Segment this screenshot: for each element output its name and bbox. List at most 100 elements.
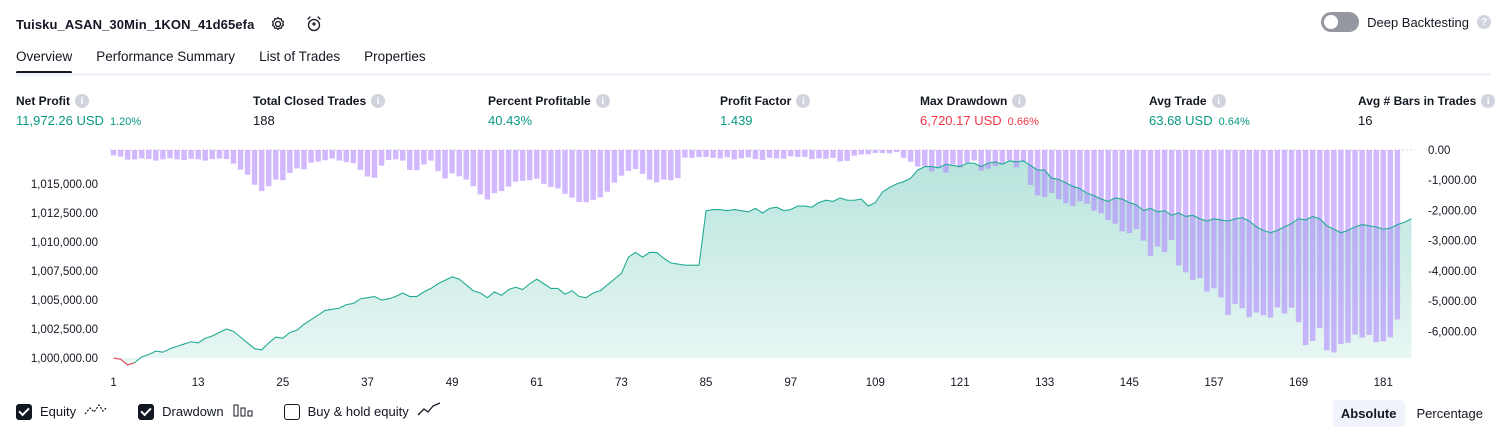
- drawdown-bar: [1295, 150, 1302, 323]
- tab-list-of-trades[interactable]: List of Trades: [259, 49, 341, 64]
- drawdown-bar: [456, 150, 462, 177]
- gear-icon[interactable]: [266, 12, 290, 36]
- x-tick-label: 97: [784, 377, 797, 389]
- buy-hold-line-icon: [417, 402, 441, 421]
- drawdown-bar: [1359, 150, 1365, 338]
- drawdown-bar: [717, 150, 723, 159]
- drawdown-bar: [583, 150, 589, 203]
- help-icon[interactable]: ?: [1477, 15, 1491, 29]
- drawdown-bar: [696, 150, 702, 157]
- drawdown-bar: [555, 150, 561, 189]
- equity-area: [113, 160, 1412, 365]
- x-tick-label: 181: [1374, 377, 1393, 389]
- x-tick-label: 13: [192, 377, 205, 389]
- buy-hold-checkbox[interactable]: [283, 403, 300, 420]
- drawdown-bar: [1020, 150, 1027, 163]
- drawdown-bar: [1260, 150, 1267, 316]
- drawdown-bar: [1338, 150, 1344, 344]
- drawdown-bar: [392, 150, 399, 160]
- drawdown-bar: [336, 150, 342, 161]
- mode-percentage[interactable]: Percentage: [1416, 406, 1484, 421]
- equity-drawdown-chart[interactable]: 1,015,000.00 1,012,500.00 1,010,000.00 1,00…: [0, 140, 1507, 395]
- drawdown-bar: [1084, 150, 1090, 204]
- metric-max-drawdown: Max Drawdown i 6,720.17 USD 0.66%: [920, 94, 1039, 128]
- drawdown-bar: [421, 150, 427, 165]
- drawdown-bar: [1006, 150, 1013, 161]
- drawdown-bar: [1112, 150, 1118, 224]
- drawdown-bar: [1098, 150, 1104, 214]
- info-icon[interactable]: i: [1012, 94, 1027, 108]
- legend-buy-hold[interactable]: Buy & hold equity: [283, 402, 441, 421]
- alarm-clock-plus-icon[interactable]: [302, 12, 326, 36]
- drawdown-bar: [153, 150, 159, 161]
- y-right-tick-label: -1,000.00: [1428, 175, 1477, 187]
- drawdown-bar: [265, 150, 272, 187]
- drawdown-bar: [505, 150, 512, 187]
- drawdown-bar: [929, 150, 935, 172]
- drawdown-bar: [787, 150, 794, 157]
- drawdown-bar: [802, 150, 808, 157]
- metric-label: Percent Profitable: [488, 94, 591, 108]
- y-left-tick-label: 1,012,500.00: [31, 208, 98, 220]
- drawdown-bar: [851, 150, 857, 156]
- drawdown-bar: [837, 150, 843, 162]
- metric-value: 63.68 USD: [1149, 113, 1213, 128]
- x-tick-label: 37: [361, 377, 374, 389]
- drawdown-bar: [1140, 150, 1147, 241]
- tab-properties[interactable]: Properties: [364, 49, 426, 64]
- legend-label: Drawdown: [162, 404, 224, 419]
- drawdown-bar: [491, 150, 498, 194]
- metric-profit-factor: Profit Factor i 1.439: [720, 94, 811, 128]
- drawdown-bar: [604, 150, 611, 192]
- drawdown-bar: [1387, 150, 1394, 338]
- drawdown-bar: [773, 150, 780, 159]
- drawdown-bar: [1154, 150, 1161, 247]
- drawdown-bar: [936, 150, 942, 169]
- drawdown-bar: [223, 150, 230, 160]
- metric-sub: 1.20%: [109, 116, 142, 128]
- drawdown-bar: [230, 150, 237, 164]
- metric-value: 1.439: [720, 113, 753, 128]
- deep-backtesting-toggle[interactable]: [1321, 12, 1360, 32]
- deep-backtesting: Deep Backtesting ?: [1321, 12, 1491, 32]
- drawdown-bar: [675, 150, 681, 179]
- tab-overview[interactable]: Overview: [16, 46, 73, 74]
- info-icon[interactable]: i: [595, 94, 610, 108]
- drawdown-bar: [569, 150, 575, 198]
- drawdown-bar: [978, 150, 984, 171]
- mode-absolute[interactable]: Absolute: [1332, 400, 1405, 427]
- legend-drawdown[interactable]: Drawdown: [138, 402, 253, 421]
- x-tick-label: 169: [1289, 377, 1308, 389]
- drawdown-bar: [124, 150, 131, 160]
- drawdown-bar: [1309, 150, 1316, 341]
- metric-total-closed-trades: Total Closed Trades i 188: [253, 94, 386, 128]
- drawdown-bar: [371, 150, 378, 178]
- legend-equity[interactable]: Equity: [16, 402, 108, 421]
- info-icon[interactable]: i: [1481, 94, 1496, 108]
- drawdown-bar: [463, 150, 469, 180]
- drawdown-bar: [1034, 150, 1041, 196]
- drawdown-bar: [625, 150, 632, 171]
- drawdown-bar: [378, 150, 385, 166]
- info-icon[interactable]: i: [796, 94, 811, 108]
- metric-label: Net Profit: [16, 94, 70, 108]
- report-tabs: Overview Performance Summary List of Tra…: [16, 46, 426, 74]
- metric-label: Max Drawdown: [920, 94, 1008, 108]
- tab-performance-summary[interactable]: Performance Summary: [96, 49, 236, 64]
- drawdown-bar: [1197, 150, 1203, 279]
- drawdown-checkbox[interactable]: [138, 403, 155, 420]
- info-icon[interactable]: i: [1211, 94, 1226, 108]
- y-right-tick-label: -2,000.00: [1428, 205, 1477, 217]
- info-icon[interactable]: i: [75, 94, 89, 108]
- y-right-tick-label: -4,000.00: [1428, 266, 1477, 278]
- strategy-header: Tuisku_ASAN_30Min_1KON_41d65efa: [16, 12, 326, 36]
- info-icon[interactable]: i: [371, 94, 386, 108]
- x-tick-label: 121: [950, 377, 969, 389]
- drawdown-bar: [844, 150, 850, 161]
- equity-checkbox[interactable]: [16, 403, 32, 420]
- y-left-tick-label: 1,005,000.00: [31, 295, 98, 307]
- metric-label: Profit Factor: [720, 94, 792, 108]
- drawdown-bar: [237, 150, 244, 170]
- metric-value: 40.43%: [488, 113, 533, 128]
- drawdown-bar: [1345, 150, 1351, 343]
